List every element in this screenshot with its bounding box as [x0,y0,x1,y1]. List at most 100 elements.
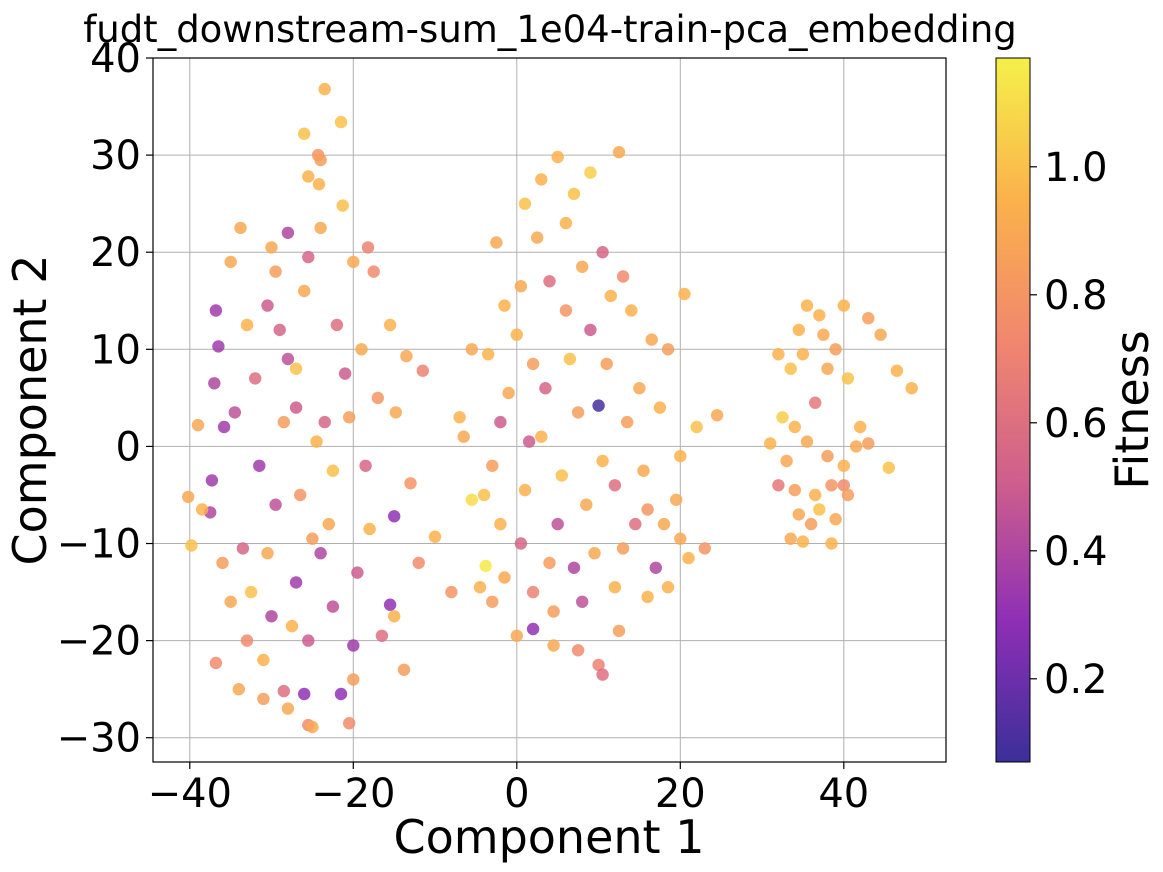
data-point [829,513,842,526]
data-point [314,221,327,235]
data-point [555,469,568,482]
data-point [217,420,231,434]
y-tick-label: 40 [90,36,141,82]
data-point [784,362,797,375]
data-point [249,372,262,385]
data-point [862,312,875,325]
data-point [318,415,331,429]
data-point [185,539,198,552]
data-point [428,530,442,543]
data-point [841,488,855,502]
data-point [502,386,515,400]
colorbar [995,57,1031,763]
data-point [841,372,855,385]
data-point [522,435,536,448]
data-point [412,556,425,570]
data-point [209,304,223,317]
y-tick-label: −30 [57,716,141,762]
data-point [813,309,826,322]
colorbar-tick-label: 0.2 [1044,657,1108,703]
data-point [780,454,793,468]
colorbar-label: Fitness [1105,330,1159,489]
data-point [314,547,327,560]
data-point [261,299,274,312]
data-point [526,585,540,599]
data-point [302,250,315,264]
data-point [690,420,703,434]
data-point [490,236,503,249]
data-point [240,634,254,647]
x-tick-label: −20 [311,771,395,817]
data-point [224,255,237,269]
data-point [661,343,675,356]
data-point [526,357,540,371]
data-point [498,571,511,584]
data-point [616,270,630,283]
y-tick-label: 10 [90,327,141,373]
colorbar-ticks: 0.2 0.4 0.6 0.8 1.0 [1030,145,1108,703]
x-axis-ticks: −40 −20 0 20 40 [148,762,869,817]
data-point [596,668,609,681]
data-point [261,547,274,560]
data-point [298,687,311,701]
data-point [637,464,650,477]
data-point [608,479,622,492]
data-point [539,382,552,395]
data-point [281,352,295,366]
data-point [837,459,850,472]
data-point [518,483,532,497]
data-point [821,449,834,463]
data-point [772,479,785,492]
grid-lines [153,57,946,762]
data-point [477,488,491,502]
data-point [257,653,270,667]
x-tick-label: −40 [148,771,232,817]
data-point [383,318,397,332]
data-point [389,406,402,419]
data-point [596,246,609,259]
data-point [473,581,487,594]
data-point [670,493,683,506]
data-point [494,415,507,429]
colorbar-tick-label: 0.6 [1044,401,1108,447]
data-point [809,396,822,409]
data-point [661,581,675,594]
data-point [518,197,532,210]
data-point [269,265,282,278]
data-point [559,304,573,317]
data-point [698,542,711,555]
data-point [584,166,597,179]
data-point [326,600,340,613]
data-point [796,348,810,361]
data-point [547,639,560,652]
data-point [465,343,478,356]
data-point [326,464,340,477]
data-point [547,605,560,618]
data-point [776,411,789,424]
data-point [228,406,241,419]
data-point [829,343,842,356]
data-point [608,581,622,594]
data-point [764,437,777,450]
data-point [531,231,544,244]
data-point [285,619,299,633]
data-point [281,226,295,239]
data-point [543,275,556,288]
data-point [535,173,548,186]
data-point [657,517,671,531]
data-point [592,399,605,412]
data-point [209,656,223,670]
data-point [600,357,613,371]
data-point [788,420,801,434]
data-point [772,348,785,361]
x-tick-label: 20 [655,771,706,817]
colorbar-tick-label: 1.0 [1044,145,1108,191]
data-point [682,551,695,565]
data-point [510,629,523,642]
data-point [453,411,466,424]
data-point [298,284,311,298]
x-tick-label: 40 [818,771,869,817]
data-point [817,328,830,341]
data-point [289,362,303,375]
